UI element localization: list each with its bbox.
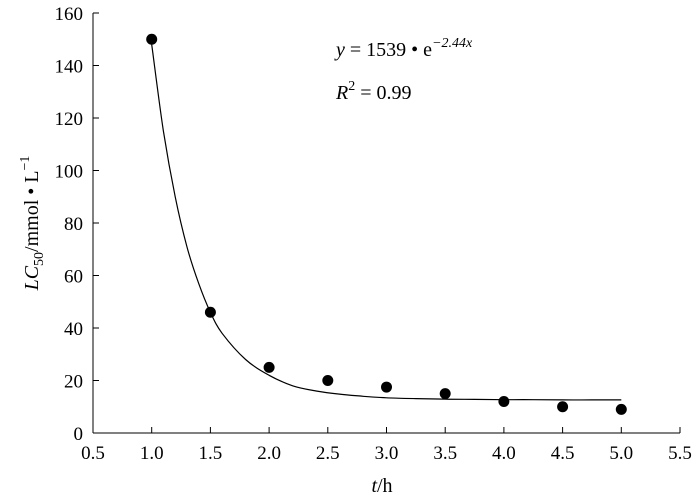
x-tick-label: 1.0	[140, 443, 164, 464]
y-tick-label: 80	[64, 214, 83, 235]
data-point	[146, 33, 158, 45]
data-point	[439, 388, 451, 400]
x-tick-label: 5.0	[609, 443, 633, 464]
data-point	[498, 396, 510, 407]
r-squared-annotation: R2 = 0.99	[335, 79, 412, 104]
x-tick-label: 3.0	[375, 443, 399, 464]
data-point	[263, 361, 275, 373]
x-tick-label: 5.5	[668, 443, 692, 464]
y-tick-label: 0	[74, 424, 84, 445]
data-point	[615, 403, 627, 415]
x-tick-label: 3.5	[433, 443, 457, 464]
equation-annotation: y = 1539 • e−2.44x	[334, 36, 473, 61]
y-tick-label: 160	[55, 4, 84, 25]
y-tick-label: 100	[55, 162, 84, 183]
x-tick-label: 2.0	[257, 443, 281, 464]
y-tick-label: 60	[64, 267, 83, 288]
x-tick-label: 4.0	[492, 443, 516, 464]
y-axis-ticks: 0 20 40 60 80 100 120 140 160	[55, 4, 99, 445]
data-point	[557, 401, 569, 413]
x-tick-label: 2.5	[316, 443, 340, 464]
y-axis-title: LC50/mmol • L−1	[18, 156, 47, 292]
data-points	[146, 33, 627, 415]
x-tick-label: 1.5	[199, 443, 223, 464]
y-tick-label: 40	[64, 319, 83, 340]
data-point	[381, 381, 392, 393]
x-axis-ticks: 0.5 1.0 1.5 2.0 2.5 3.0 3.5 4.0 4.5 5.0 5.5	[81, 427, 692, 464]
y-tick-label: 140	[55, 57, 84, 78]
x-axis-title: t/h	[371, 475, 392, 497]
data-point	[322, 375, 334, 386]
y-tick-label: 120	[55, 109, 84, 130]
x-tick-label: 4.5	[551, 443, 575, 464]
data-point	[204, 306, 216, 318]
x-tick-label: 0.5	[81, 443, 105, 464]
y-tick-label: 20	[64, 372, 83, 393]
fit-curve	[151, 44, 622, 401]
